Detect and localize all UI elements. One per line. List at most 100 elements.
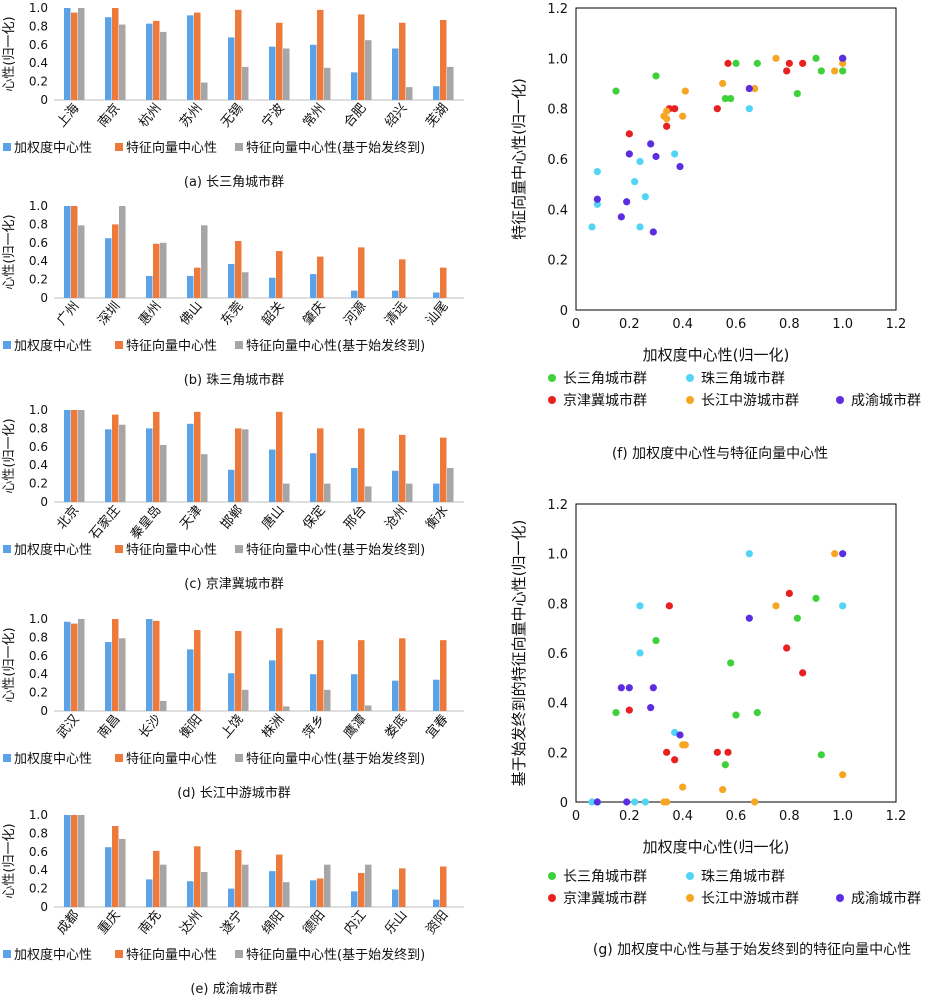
x-tick-label: 资阳	[423, 908, 451, 938]
legend-marker-mid	[686, 396, 694, 404]
scatter-point-yrd	[732, 59, 740, 67]
plot-frame	[575, 503, 897, 803]
scatter-point-cy	[593, 195, 601, 203]
bar-eigen	[358, 872, 365, 907]
scatter-point-yrd	[727, 95, 735, 103]
y-tick-label: 0	[40, 704, 48, 718]
legend-label-weighted: 加权度中心性	[14, 947, 92, 963]
y-tick-label: 0	[40, 900, 48, 914]
x-tick-label: 北京	[54, 503, 82, 533]
bar-eigen	[317, 428, 324, 502]
x-tick-label: 0	[572, 317, 580, 332]
x-tick-label: 0.8	[779, 317, 800, 332]
bar-eigen_od	[78, 619, 85, 711]
x-tick-label: 南充	[136, 907, 165, 937]
legend-label-eigen: 特征向量中心性	[126, 140, 217, 156]
scatter-point-prd	[745, 105, 753, 113]
scatter-point-yrd	[839, 67, 847, 75]
bar-eigen_od	[242, 66, 249, 100]
scatter-point-yrd	[652, 636, 660, 645]
bar-eigen	[440, 640, 447, 711]
bar-eigen_od	[406, 87, 413, 100]
scatter-point-cy	[649, 228, 657, 236]
legend-label-weighted: 加权度中心性	[14, 751, 92, 767]
bar-eigen	[153, 850, 160, 907]
x-tick-label: 1.0	[832, 809, 853, 824]
y-tick-label: 0.4	[547, 697, 568, 712]
x-tick-label: 武汉	[54, 712, 82, 742]
scatter-point-prd	[671, 150, 679, 158]
panel-caption: (a) 长三角城市群	[184, 174, 284, 190]
bar-eigen_od	[324, 483, 331, 502]
scatter-point-prd	[631, 178, 639, 186]
bar-weighted	[64, 621, 71, 711]
legend-label-yrd: 长三角城市群	[563, 868, 647, 885]
bar-eigen_od	[447, 467, 454, 502]
scatter-point-mid	[831, 550, 839, 558]
bar-eigen_od	[283, 706, 290, 711]
y-axis-label: 心性(归一化)	[2, 418, 17, 493]
x-tick-label: 南京	[95, 100, 124, 130]
scatter-point-bth	[799, 59, 807, 67]
y-axis-label: 心性(归一化)	[2, 627, 17, 702]
bar-weighted	[433, 679, 440, 711]
bar-eigen_od	[119, 424, 126, 502]
scatter-point-prd	[636, 157, 644, 166]
bar-eigen_od	[242, 864, 249, 907]
x-tick-label: 0.6	[726, 809, 747, 824]
bar-weighted	[64, 815, 71, 907]
bar-weighted	[269, 46, 276, 100]
bar-eigen	[276, 22, 283, 100]
x-tick-label: 苏州	[177, 100, 206, 130]
bar-weighted	[269, 871, 276, 907]
legend-label-weighted: 加权度中心性	[14, 338, 92, 354]
scatter-point-yrd	[612, 87, 620, 95]
bar-eigen_od	[78, 225, 85, 298]
legend-swatch-eigen	[115, 545, 123, 553]
scatter-point-mid	[679, 112, 687, 120]
legend-label-eigen: 特征向量中心性	[126, 751, 217, 767]
bar-eigen_od	[160, 864, 167, 907]
y-tick-label: 0.2	[29, 686, 48, 700]
y-tick-label: 0.2	[29, 75, 48, 89]
x-tick-label: 保定	[300, 503, 328, 533]
x-tick-label: 0.8	[779, 809, 800, 824]
y-tick-label: 1.0	[547, 52, 568, 67]
bar-weighted	[310, 674, 317, 711]
y-tick-label: 0.4	[29, 56, 48, 70]
bar-eigen	[317, 9, 324, 101]
scatter-point-prd	[593, 200, 601, 208]
y-tick-label: 0.2	[547, 746, 568, 761]
bar-eigen	[153, 411, 160, 502]
bar-weighted	[392, 48, 399, 100]
scatter-point-cy	[649, 684, 657, 692]
legend-marker-bth	[548, 396, 556, 404]
scatter-point-bth	[785, 59, 793, 67]
bar-eigen	[153, 243, 160, 298]
bar-eigen_od	[201, 454, 208, 502]
scatter-point-prd	[636, 649, 644, 657]
bar-eigen	[112, 826, 119, 907]
x-tick-label: 德阳	[300, 908, 328, 938]
y-tick-label: 0	[40, 495, 48, 509]
x-tick-label: 娄底	[382, 711, 411, 741]
legend-label-bth: 京津冀城市群	[563, 392, 647, 409]
x-tick-label: 衡水	[423, 503, 451, 533]
bar-eigen	[399, 638, 406, 711]
bar-eigen_od	[201, 872, 208, 907]
bar-eigen_od	[283, 48, 290, 100]
bar-eigen_od	[160, 242, 167, 298]
bar-weighted	[392, 470, 399, 502]
bar-weighted	[105, 847, 112, 907]
scatter-point-yrd	[793, 614, 801, 622]
y-tick-label: 0.6	[29, 845, 48, 859]
scatter-point-yrd	[753, 59, 761, 67]
x-axis-label: 加权度中心性(归一化)	[643, 838, 790, 856]
y-tick-label: 0.6	[29, 236, 48, 250]
legend-label-eigen: 特征向量中心性	[126, 338, 217, 354]
bar-eigen	[235, 240, 242, 298]
panel-caption: (g) 加权度中心性与基于始发终到的特征向量中心性	[593, 941, 911, 958]
legend-label-eigen_od: 特征向量中心性(基于始发终到)	[246, 338, 425, 354]
scatter-point-prd	[641, 798, 649, 806]
bar-eigen_od	[119, 24, 126, 101]
